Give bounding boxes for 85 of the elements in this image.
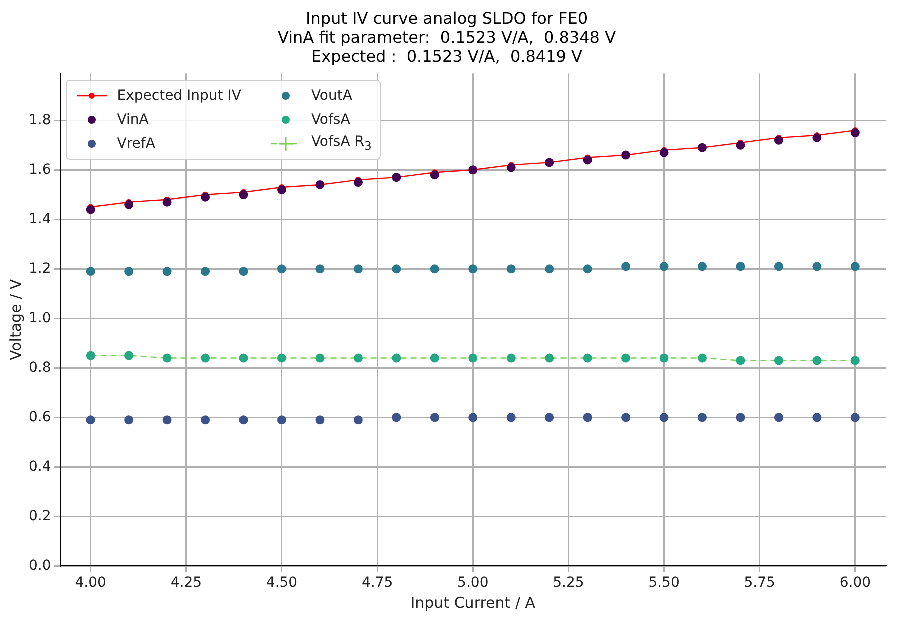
legend-label: VofsA R$_{3}$	[311, 134, 372, 153]
x-tick-label: 5.50	[648, 575, 680, 592]
x-axis-title: Input Current / A	[410, 594, 536, 612]
x-tick-label: 5.25	[553, 575, 584, 592]
chart-title: Input IV curve analog SLDO for FE0 VinA fit parameter: 0.1523 V/A, 0.8348 V Expected : 0.1523 V/A, 0.8419 V	[278, 8, 616, 66]
point	[277, 264, 286, 274]
point	[468, 264, 478, 274]
point	[812, 413, 822, 422]
y-tick-label: 0.4	[29, 458, 52, 475]
point	[583, 264, 592, 274]
point	[201, 416, 210, 425]
x-tick-label: 4.00	[75, 575, 106, 592]
point	[468, 413, 478, 422]
point	[583, 413, 592, 422]
point	[392, 413, 402, 422]
point	[812, 262, 822, 272]
point	[392, 264, 402, 274]
point	[277, 185, 286, 194]
legend-label: VoutA	[311, 88, 352, 104]
point	[86, 205, 96, 214]
point	[698, 413, 708, 422]
point	[736, 262, 746, 272]
point	[736, 140, 746, 150]
point	[201, 192, 210, 202]
x-tick-label: 6.00	[840, 575, 872, 592]
point	[239, 416, 248, 425]
point	[583, 156, 592, 165]
point	[162, 416, 172, 425]
point	[660, 262, 669, 272]
point	[736, 413, 746, 422]
point	[506, 413, 516, 422]
legend-label: VofsA	[311, 112, 350, 128]
point	[86, 267, 96, 276]
point	[162, 198, 172, 207]
point	[430, 413, 440, 422]
point	[430, 170, 440, 180]
point	[506, 264, 516, 274]
point	[430, 264, 440, 274]
point	[124, 267, 134, 276]
point	[850, 413, 860, 422]
point	[86, 416, 96, 425]
y-tick-label: 0.2	[29, 508, 52, 524]
y-tick-label: 1.4	[29, 211, 52, 228]
point	[316, 264, 325, 274]
point	[239, 267, 248, 276]
point	[545, 413, 554, 422]
point	[622, 262, 631, 272]
point	[201, 267, 210, 276]
point	[354, 264, 363, 274]
point	[277, 416, 286, 425]
point	[124, 416, 134, 425]
y-tick-label: 1.6	[29, 162, 52, 178]
point	[162, 267, 172, 276]
point	[698, 262, 708, 272]
point	[124, 200, 134, 210]
point	[239, 190, 248, 200]
point	[545, 264, 554, 274]
x-tick-label: 5.00	[458, 575, 489, 592]
x-tick-label: 4.50	[266, 575, 298, 592]
point	[622, 413, 631, 422]
x-tick-label: 4.75	[362, 575, 394, 592]
point	[850, 128, 860, 138]
point	[354, 416, 363, 425]
point	[774, 136, 784, 145]
point	[660, 148, 669, 158]
point	[506, 163, 516, 172]
legend-label: Expected Input IV	[117, 88, 242, 104]
point	[774, 413, 784, 422]
point	[316, 416, 325, 425]
point	[660, 413, 669, 422]
point	[354, 178, 363, 188]
x-tick-label: 5.75	[744, 575, 776, 592]
y-tick-label: 0.0	[29, 558, 52, 574]
point	[774, 262, 784, 272]
point	[812, 133, 822, 142]
y-tick-label: 1.0	[29, 310, 52, 326]
point	[850, 262, 860, 272]
y-tick-label: 1.8	[29, 112, 52, 128]
legend-label: VinA	[117, 112, 149, 128]
y-tick-label: 0.6	[29, 409, 52, 426]
y-axis-title: Voltage / V	[6, 278, 25, 360]
legend-label: VrefA	[117, 136, 156, 152]
x-tick-label: 4.25	[170, 575, 202, 592]
y-tick-label: 1.2	[29, 260, 52, 277]
y-tick-label: 0.8	[29, 360, 52, 376]
